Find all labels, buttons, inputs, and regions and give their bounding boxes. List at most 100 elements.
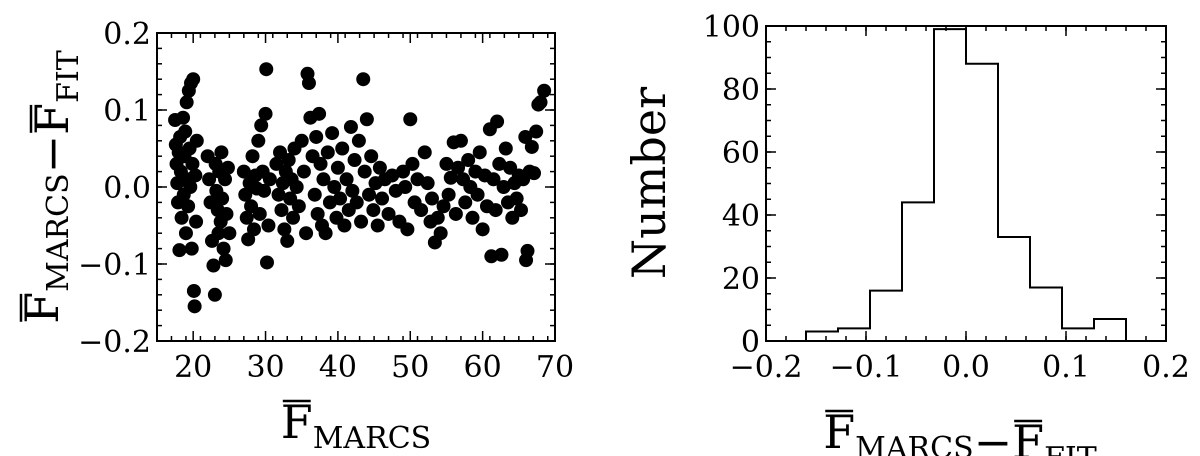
scatter-point-20	[183, 180, 198, 194]
scatter-point-44	[216, 241, 231, 256]
scatter-point-129	[385, 168, 400, 183]
scatter-point-94	[310, 206, 325, 221]
scatter-point-191	[533, 95, 548, 110]
scatter-point-133	[398, 180, 413, 194]
histogram-bar-1	[838, 328, 870, 341]
scatter-point-114	[349, 195, 364, 210]
histogram-panel: −0.2−0.10.00.10.2020406080100FMARCS−FFIT…	[622, 10, 1190, 456]
histogram-outline	[805, 28, 1127, 341]
scatter-ylabel: FMARCS−FFIT	[15, 50, 86, 324]
scatter-point-28	[189, 214, 204, 229]
scatter-xlabel-part-0-main: F	[281, 395, 313, 449]
scatter-point-15	[179, 95, 194, 110]
scatter-point-192	[537, 83, 552, 98]
scatter-point-99	[318, 226, 333, 241]
scatter-point-146	[433, 226, 448, 241]
scatter-point-77	[280, 233, 295, 248]
scatter-point-173	[496, 180, 511, 194]
scatter-point-149	[441, 187, 456, 202]
scatter-point-187	[524, 139, 539, 154]
histogram-xlabel-part-2-sub: FIT	[1044, 441, 1097, 456]
scatter-point-119	[359, 112, 374, 127]
scatter-point-140	[417, 145, 432, 160]
scatter-ytick-label: 0.2	[103, 17, 151, 52]
histogram-bar-7	[1030, 287, 1062, 341]
hist-ytick-label: 80	[722, 73, 760, 108]
scatter-point-60	[251, 133, 266, 148]
histogram-bar-5	[966, 64, 998, 341]
scatter-point-188	[527, 166, 542, 181]
scatter-point-42	[214, 145, 229, 160]
scatter-point-71	[271, 187, 286, 202]
hist-xtick-label: 0.2	[1142, 350, 1190, 385]
scatter-point-148	[439, 156, 454, 171]
scatter-point-27	[188, 168, 203, 183]
scatter-point-171	[492, 156, 507, 171]
scatter-point-115	[351, 133, 366, 148]
scatter-xlabel: FMARCS	[281, 395, 431, 456]
scatter-point-163	[475, 222, 490, 237]
hist-xtick-label: 0.0	[942, 350, 990, 385]
scatter-point-159	[465, 210, 480, 225]
scatter-point-125	[372, 160, 387, 175]
histogram-ylabel: Number	[622, 87, 676, 279]
scatter-point-111	[343, 119, 358, 134]
scatter-point-135	[403, 112, 418, 127]
histogram-bars	[806, 29, 1126, 341]
hist-ytick-label: 40	[722, 199, 760, 234]
scatter-ytick-label: −0.2	[78, 325, 151, 360]
histogram-xlabel: FMARCS−FFIT	[823, 405, 1097, 456]
scatter-point-13	[178, 124, 193, 139]
scatter-point-147	[436, 199, 451, 214]
scatter-point-141	[420, 176, 435, 191]
scatter-point-109	[339, 172, 354, 187]
scatter-point-154	[453, 133, 468, 148]
scatter-point-168	[486, 172, 501, 187]
scatter-point-64	[257, 183, 272, 198]
scatter-point-120	[362, 187, 377, 202]
scatter-point-65	[258, 106, 273, 121]
scatter-xtick-label: 50	[391, 350, 429, 385]
scatter-axes-frame	[156, 32, 556, 342]
scatter-point-22	[184, 241, 199, 256]
scatter-xtick-label: 70	[536, 350, 574, 385]
scatter-point-69	[262, 172, 277, 187]
histogram-bar-8	[1062, 328, 1094, 341]
scatter-ytick-label: 0.0	[103, 171, 151, 206]
scatter-point-89	[301, 76, 316, 91]
scatter-point-39	[211, 226, 226, 241]
scatter-point-117	[356, 72, 371, 87]
scatter-point-174	[498, 141, 513, 156]
scatter-point-189	[529, 124, 544, 139]
scatter-point-98	[316, 172, 331, 187]
scatter-point-121	[364, 149, 379, 164]
scatter-xtick-label: 60	[464, 350, 502, 385]
scatter-point-43	[215, 191, 230, 206]
histogram-bar-0	[806, 332, 838, 341]
scatter-point-145	[430, 210, 445, 225]
scatter-point-128	[381, 206, 396, 221]
histogram-bar-2	[870, 291, 902, 341]
scatter-point-161	[470, 187, 485, 202]
scatter-point-118	[357, 164, 372, 179]
scatter-point-10	[176, 110, 191, 125]
scatter-point-96	[313, 156, 328, 171]
scatter-point-29	[189, 133, 204, 148]
scatter-point-84	[291, 199, 306, 214]
scatter-panel: 20 30 40 50 60 70−0.2−0.10.00.10.2FMARCSFMARC…	[15, 17, 574, 456]
scatter-point-93	[309, 129, 324, 144]
scatter-point-67	[259, 255, 274, 270]
scatter-point-169	[488, 203, 503, 218]
scatter-point-56	[245, 149, 260, 164]
scatter-point-50	[236, 164, 251, 179]
scatter-point-172	[494, 247, 509, 262]
svg-text:FMARCS−FFIT: FMARCS−FFIT	[823, 405, 1097, 456]
scatter-point-153	[451, 160, 466, 175]
hist-ytick-label: 100	[703, 10, 760, 45]
scatter-point-179	[509, 191, 524, 206]
histogram-xlabel-part-1-main: −	[974, 415, 1013, 456]
scatter-point-92	[307, 187, 322, 202]
scatter-point-49	[222, 226, 237, 241]
scatter-point-62	[254, 118, 269, 133]
